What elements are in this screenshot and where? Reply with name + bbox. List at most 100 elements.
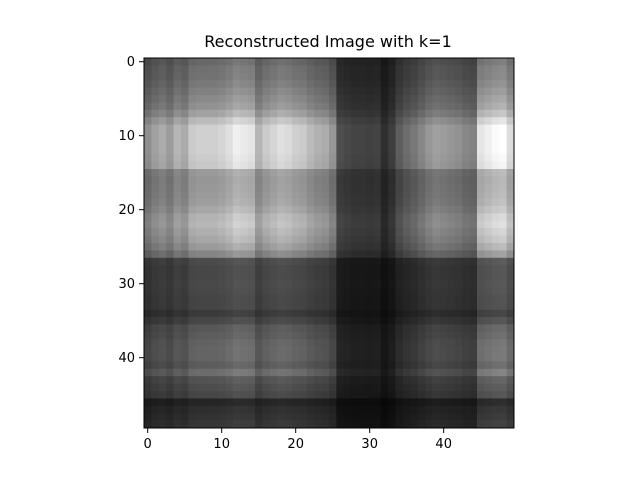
heatmap-cell <box>306 413 315 421</box>
heatmap-cell <box>225 368 234 377</box>
heatmap-cell <box>284 117 293 125</box>
heatmap-cell <box>203 139 211 148</box>
heatmap-cell <box>269 198 278 207</box>
heatmap-cell <box>484 309 493 318</box>
heatmap-cell <box>166 280 174 288</box>
heatmap-cell <box>484 398 493 407</box>
heatmap-cell <box>477 58 485 66</box>
heatmap-cell <box>181 80 189 88</box>
heatmap-cell <box>195 109 204 118</box>
heatmap-cell <box>181 376 189 384</box>
heatmap-cell <box>336 309 345 318</box>
heatmap-cell <box>188 413 197 421</box>
heatmap-cell <box>329 250 337 259</box>
heatmap-cell <box>262 368 271 377</box>
heatmap-cell <box>417 220 426 229</box>
heatmap-cell <box>440 95 448 103</box>
heatmap-cell <box>484 265 493 273</box>
heatmap-cell <box>299 272 308 281</box>
heatmap-cell <box>321 65 330 74</box>
heatmap-cell <box>380 413 389 421</box>
heatmap-cell <box>336 420 345 429</box>
heatmap-cell <box>269 220 278 229</box>
heatmap-cell <box>358 228 367 236</box>
heatmap-cell <box>277 58 285 66</box>
heatmap-cell <box>499 294 507 303</box>
heatmap-cell <box>240 361 248 370</box>
heatmap-cell <box>181 124 189 133</box>
heatmap-cell <box>425 346 433 355</box>
heatmap-cell <box>425 183 433 192</box>
heatmap-cell <box>425 302 433 310</box>
heatmap-cell <box>506 420 515 429</box>
heatmap-cell <box>292 354 300 362</box>
heatmap-cell <box>240 117 248 125</box>
heatmap-cell <box>299 87 308 96</box>
heatmap-cell <box>255 206 263 214</box>
heatmap-cell <box>284 383 293 392</box>
heatmap-cell <box>417 117 426 125</box>
heatmap-cell <box>417 287 426 296</box>
heatmap-cell <box>262 324 271 333</box>
heatmap-cell <box>166 324 174 333</box>
heatmap-cell <box>447 220 456 229</box>
heatmap-cell <box>417 139 426 148</box>
heatmap-cell <box>262 302 271 310</box>
heatmap-cell <box>292 391 300 399</box>
heatmap-cell <box>225 213 234 222</box>
heatmap-cell <box>336 317 345 325</box>
heatmap-cell <box>210 80 219 88</box>
heatmap-cell <box>262 102 271 111</box>
heatmap-cell <box>292 287 300 296</box>
heatmap-cell <box>314 139 322 148</box>
heatmap-cell <box>247 405 256 414</box>
heatmap-cell <box>195 161 204 170</box>
heatmap-cell <box>173 398 182 407</box>
heatmap-cell <box>358 391 367 399</box>
heatmap-cell <box>218 102 226 111</box>
heatmap-cell <box>447 235 456 244</box>
heatmap-cell <box>210 272 219 281</box>
heatmap-cell <box>195 324 204 333</box>
heatmap-cell <box>299 287 308 296</box>
heatmap-cell <box>144 169 152 177</box>
heatmap-cell <box>218 317 226 325</box>
heatmap-cell <box>395 376 404 384</box>
heatmap-cell <box>151 228 160 236</box>
heatmap-cell <box>306 183 315 192</box>
heatmap-cell <box>343 383 352 392</box>
heatmap-cell <box>491 257 500 266</box>
heatmap-cell <box>203 169 211 177</box>
heatmap-cell <box>188 405 197 414</box>
heatmap-cell <box>388 346 396 355</box>
heatmap-cell <box>255 398 263 407</box>
heatmap-cell <box>306 161 315 170</box>
heatmap-cell <box>366 139 374 148</box>
heatmap-cell <box>292 265 300 273</box>
heatmap-cell <box>225 95 234 103</box>
heatmap-cell <box>366 346 374 355</box>
heatmap-cell <box>425 72 433 81</box>
heatmap-cell <box>447 302 456 310</box>
heatmap-cell <box>240 294 248 303</box>
heatmap-cell <box>425 58 433 66</box>
heatmap-cell <box>462 368 470 377</box>
heatmap-cell <box>188 331 197 340</box>
heatmap-cell <box>269 132 278 140</box>
heatmap-cell <box>306 354 315 362</box>
heatmap-cell <box>358 206 367 214</box>
heatmap-cell <box>366 72 374 81</box>
heatmap-cell <box>240 87 248 96</box>
heatmap-cell <box>454 117 463 125</box>
heatmap-cell <box>417 302 426 310</box>
heatmap-cell <box>366 146 374 155</box>
heatmap-cell <box>255 228 263 236</box>
heatmap-cell <box>336 169 345 177</box>
heatmap-cell <box>454 383 463 392</box>
heatmap-cell <box>292 228 300 236</box>
heatmap-cell <box>440 176 448 185</box>
heatmap-cell <box>195 169 204 177</box>
heatmap-cell <box>366 383 374 392</box>
heatmap-cell <box>247 228 256 236</box>
heatmap-cell <box>255 80 263 88</box>
